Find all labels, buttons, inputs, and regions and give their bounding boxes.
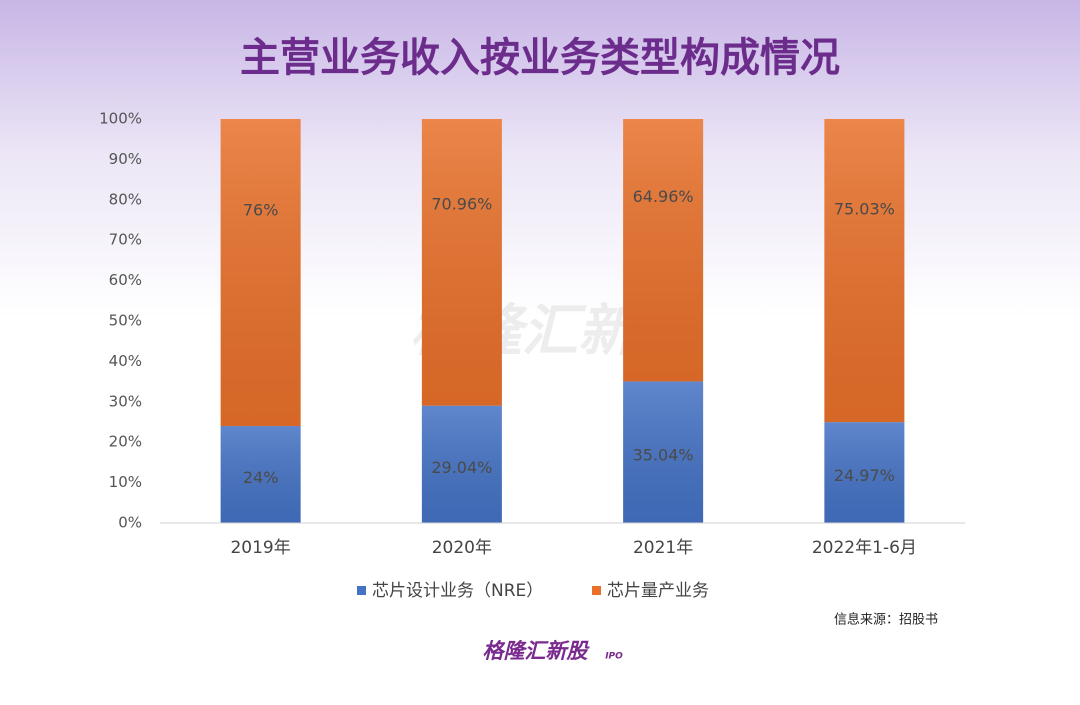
y-tick-label: 100% — [99, 110, 142, 128]
value-label: 29.04% — [431, 458, 492, 477]
logo: 格隆汇新股 — [483, 639, 591, 663]
bar-shade — [421, 405, 502, 523]
value-label: 75.03% — [834, 199, 895, 218]
chart-title: 主营业务收入按业务类型构成情况 — [240, 35, 840, 81]
y-tick-label: 70% — [109, 231, 142, 249]
bar-shade — [824, 422, 905, 523]
value-label: 24.97% — [834, 466, 895, 485]
x-tick-label: 2021年 — [633, 538, 693, 558]
bar-shade — [623, 381, 704, 523]
logo-sub: IPO — [605, 652, 623, 662]
y-tick-label: 0% — [118, 514, 142, 532]
value-label: 24% — [243, 468, 279, 487]
y-tick-label: 10% — [109, 473, 142, 491]
bar-shade — [220, 119, 301, 427]
value-label: 64.96% — [633, 187, 694, 206]
bar-shade — [220, 426, 301, 523]
legend-swatch — [357, 586, 366, 595]
y-tick-label: 50% — [109, 312, 142, 330]
y-tick-label: 40% — [109, 352, 142, 370]
y-tick-label: 20% — [109, 433, 142, 451]
y-tick-label: 90% — [109, 150, 142, 168]
value-label: 76% — [243, 201, 279, 220]
source: 信息来源：招股书 — [834, 612, 938, 628]
value-label: 35.04% — [633, 446, 694, 465]
x-tick-label: 2020年 — [432, 538, 492, 558]
x-tick-label: 2019年 — [230, 538, 290, 558]
y-tick-label: 30% — [109, 392, 142, 410]
legend-label: 芯片量产业务 — [607, 581, 709, 601]
value-label: 70.96% — [431, 195, 492, 214]
bar-shade — [824, 119, 905, 423]
legend-label: 芯片设计业务（NRE） — [372, 581, 543, 601]
y-tick-label: 80% — [109, 190, 142, 208]
legend-swatch — [592, 586, 601, 595]
bar-shade — [421, 119, 502, 406]
y-tick-label: 60% — [109, 271, 142, 289]
x-tick-label: 2022年1-6月 — [812, 538, 917, 558]
bar-shade — [623, 119, 704, 382]
